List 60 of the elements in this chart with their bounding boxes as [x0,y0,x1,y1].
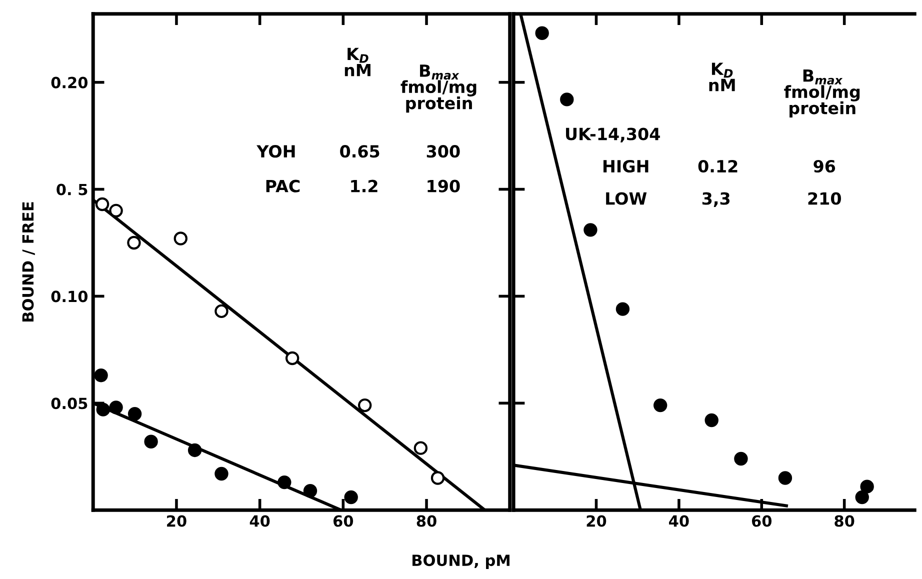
x-tick-label: 80 [416,515,436,527]
x-tick-label: 40 [669,515,689,527]
x-tick-label: 60 [333,515,354,527]
point [303,484,318,498]
annotation: 190 [428,180,460,192]
point [704,413,718,428]
y-tick-label: 0.10 [51,290,88,302]
annotation: HIGH [603,160,648,173]
annotation: 300 [426,145,460,158]
annotation: 210 [808,192,841,205]
annotation: B$_{max}$ fmol/mg protein [400,64,476,113]
annotation: K$_{D}$ nM [344,48,370,76]
annotation: UK-14,304 [566,128,660,142]
point [560,92,574,106]
x-axis-title: BOUND, pM [412,554,510,570]
point [855,490,869,504]
y-tick-label: 0.05 [51,398,88,410]
annotation: LOW [606,192,647,205]
annotation: 96 [814,160,836,173]
point [344,490,358,504]
x-tick-label: 20 [167,515,186,527]
annotation: YOH [256,145,295,158]
annotation: B$_{max}$ fmol/mg protein [784,70,860,118]
point [188,443,202,458]
annotation: K$_{D}$ nM [709,62,735,92]
point [109,204,123,218]
point [94,368,108,382]
annotation: 1.2 [351,180,378,192]
point [414,441,428,455]
point [127,236,141,250]
annotation: 0.65 [340,145,380,158]
point [535,26,549,40]
point [653,398,668,412]
point [285,351,300,366]
annotation: 3,3 [702,192,730,207]
point [860,480,874,494]
annotation: PAC [266,180,300,192]
point [278,475,292,490]
x-tick-label: 20 [586,515,606,527]
point [128,407,142,421]
y-tick-label: 0. 5 [56,184,88,196]
point [96,402,110,416]
x-tick-label: 60 [752,515,772,527]
point [734,452,748,466]
point [584,223,598,237]
point [358,398,372,412]
point [616,302,630,316]
point [109,400,123,414]
point [174,232,188,246]
point [214,304,228,318]
annotation: 0.12 [698,160,738,173]
point [95,197,110,212]
y-axis-title: BOUND / FREE [22,202,35,322]
y-tick-label: 0.20 [51,76,88,88]
x-tick-label: 80 [834,515,854,527]
point [430,471,445,485]
point [144,434,158,449]
point [214,466,228,481]
point [778,471,792,485]
x-tick-label: 40 [250,515,270,527]
